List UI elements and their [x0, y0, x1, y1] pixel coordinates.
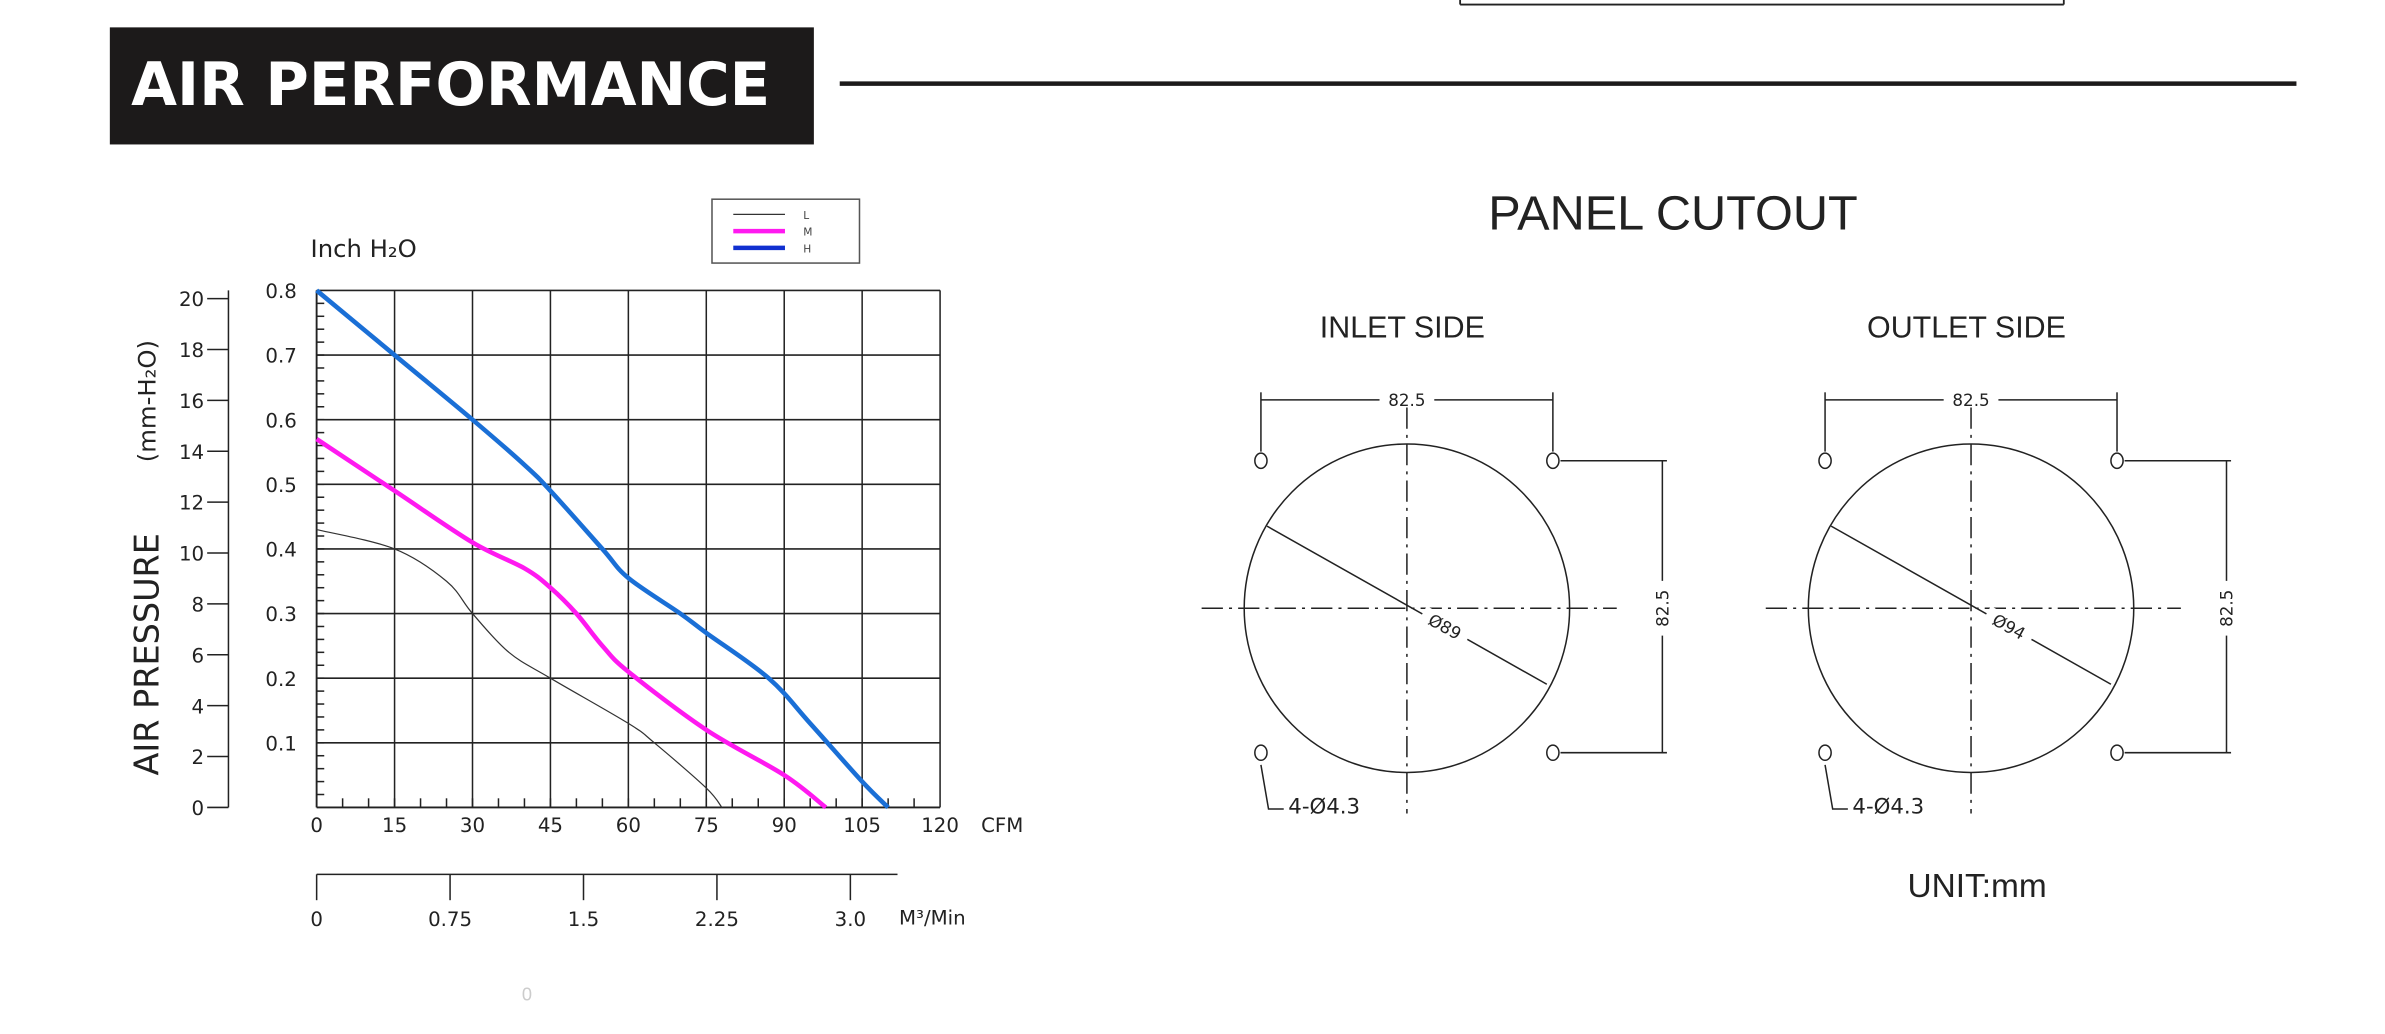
- y-tick-label: 0.1: [265, 732, 296, 755]
- y-axis-title: AIR PRESSURE: [128, 533, 167, 775]
- legend-label-h: H: [803, 242, 811, 255]
- mounting-hole: [2110, 744, 2124, 762]
- mm-tick-label: 14: [179, 441, 204, 464]
- diameter-label-bg: [1417, 605, 1472, 647]
- faint-footer-text: 0: [522, 984, 532, 1005]
- m3-tick-label: 2.25: [695, 908, 739, 931]
- x-tick-label: 60: [616, 814, 641, 837]
- x-axis-title: CFM: [981, 814, 1023, 837]
- mounting-hole: [1254, 744, 1268, 762]
- x-tick-label: 30: [460, 814, 485, 837]
- diameter-line: [1266, 525, 1548, 685]
- mounting-hole: [1546, 744, 1560, 762]
- y-tick-label: 0.8: [265, 280, 296, 303]
- mounting-hole: [2110, 452, 2124, 470]
- hole-spec-label: 4-Ø4.3: [1288, 795, 1360, 820]
- x-tick-label: 90: [772, 814, 797, 837]
- hole-spec-label: 4-Ø4.3: [1852, 795, 1924, 820]
- mm-tick-label: 12: [179, 492, 204, 515]
- legend-box: [711, 198, 861, 264]
- m3-tick-label: 0.75: [428, 908, 472, 931]
- mm-tick-label: 20: [179, 288, 204, 311]
- y-tick-label: 0.5: [265, 474, 296, 497]
- x-tick-label: 45: [538, 814, 563, 837]
- diameter-line: [1830, 525, 2112, 685]
- side-title: OUTLET SIDE: [1867, 311, 2066, 345]
- y-tick-label: 0.7: [265, 345, 296, 368]
- diameter-label-bg: [1982, 605, 2037, 647]
- header-title: AIR PERFORMANCE: [131, 50, 770, 119]
- width-dimension-label: 82.5: [1388, 390, 1425, 410]
- height-dimension-label: 82.5: [2217, 590, 2237, 627]
- legend-label-m: M: [803, 226, 812, 239]
- mm-tick-label: 4: [192, 695, 205, 718]
- mm-tick-label: 8: [192, 593, 205, 616]
- series-line-l: [316, 528, 723, 808]
- hole-leader-line: [1824, 764, 1848, 810]
- air-performance-chart: Inch H₂O AIR PRESSURE (mm-H₂O) CFM M³/Mi…: [128, 198, 1023, 931]
- header-banner: [109, 27, 814, 145]
- mm-tick-label: 10: [179, 543, 204, 566]
- series-line-m: [315, 437, 828, 810]
- series-line-h: [315, 288, 890, 810]
- x2-axis-title: M³/Min: [899, 907, 966, 930]
- mm-tick-label: 6: [192, 644, 205, 667]
- m3-tick-label: 1.5: [568, 908, 599, 931]
- mm-tick-label: 16: [179, 390, 204, 413]
- m3-tick-label: 3.0: [835, 908, 866, 931]
- y2-axis-unit-label: Inch H₂O: [311, 234, 417, 263]
- x-tick-label: 105: [843, 814, 881, 837]
- mm-tick-label: 18: [179, 339, 204, 362]
- mm-tick-label: 0: [192, 797, 205, 820]
- x-tick-label: 75: [694, 814, 719, 837]
- mounting-hole: [1818, 452, 1832, 470]
- unit-label: UNIT:mm: [1907, 868, 2046, 905]
- m3-tick-label: 0: [310, 908, 323, 931]
- side-title: INLET SIDE: [1320, 311, 1485, 345]
- x-tick-label: 120: [921, 814, 959, 837]
- height-dimension-label: 82.5: [1652, 590, 1672, 627]
- mounting-hole: [1818, 744, 1832, 762]
- hole-leader-line: [1260, 764, 1284, 810]
- y-tick-label: 0.4: [265, 539, 296, 562]
- width-dimension-label: 82.5: [1952, 390, 1989, 410]
- panel-cutout-title: PANEL CUTOUT: [1488, 187, 1857, 241]
- y-axis-unit-label: (mm-H₂O): [132, 340, 161, 462]
- x-tick-label: 0: [310, 814, 323, 837]
- x-tick-label: 15: [382, 814, 407, 837]
- mounting-hole: [1546, 452, 1560, 470]
- legend-label-l: L: [803, 209, 809, 222]
- mounting-hole: [1254, 452, 1268, 470]
- y-tick-label: 0.2: [265, 668, 296, 691]
- mm-tick-label: 2: [192, 746, 205, 769]
- y-tick-label: 0.3: [265, 603, 296, 626]
- y-tick-label: 0.6: [265, 409, 296, 432]
- top-rule: [1459, 0, 2065, 6]
